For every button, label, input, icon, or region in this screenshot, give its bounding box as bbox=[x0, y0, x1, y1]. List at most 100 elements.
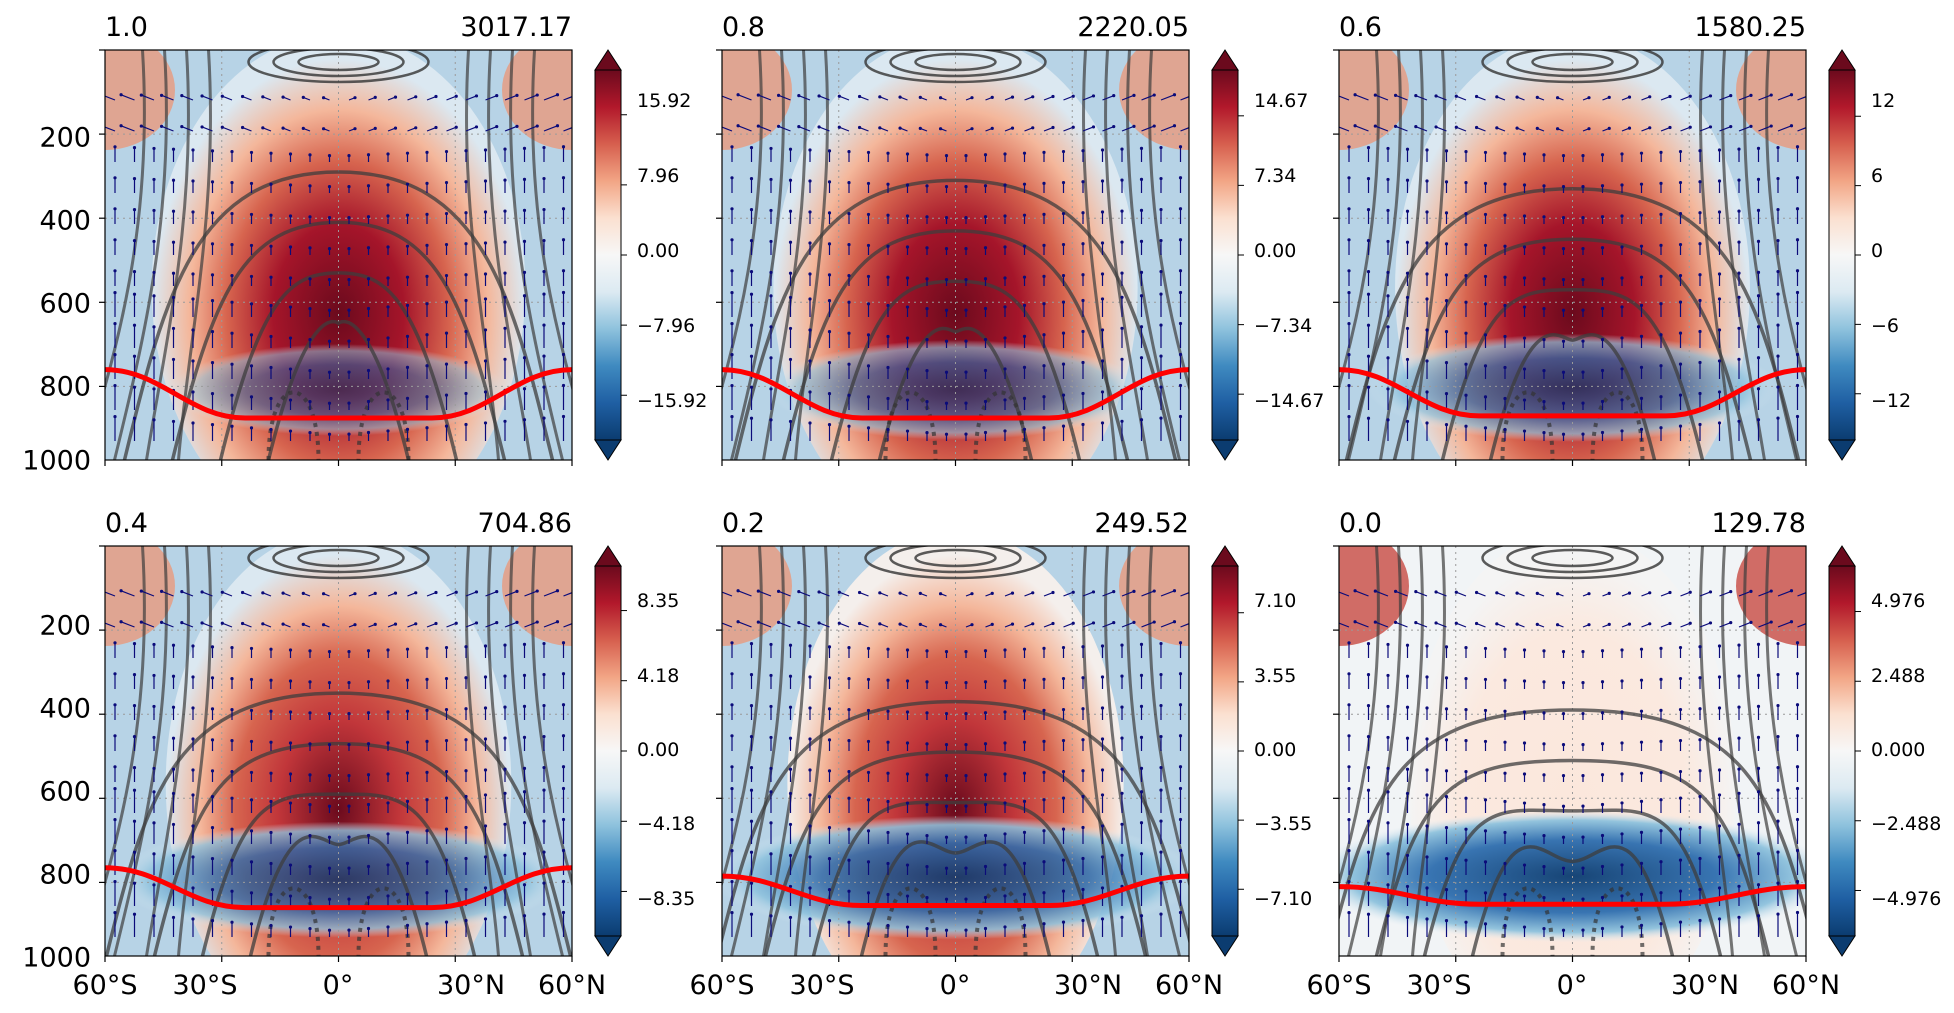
wind-arrow-head bbox=[1668, 94, 1672, 99]
wind-arrow-head bbox=[1659, 798, 1663, 802]
wind-arrow-head bbox=[366, 153, 371, 157]
wind-arrow-head bbox=[561, 269, 566, 273]
wind-arrow-head bbox=[444, 242, 449, 247]
wind-arrow-head bbox=[1581, 897, 1585, 901]
wind-arrow-head bbox=[1444, 676, 1449, 680]
x-tick-label: 60°N bbox=[1772, 970, 1840, 1001]
wind-arrow-head bbox=[1620, 183, 1624, 187]
wind-arrow bbox=[737, 94, 752, 101]
wind-arrow-head bbox=[1474, 125, 1479, 130]
wind-arrow-head bbox=[1003, 801, 1007, 805]
wind-arrow-head bbox=[1454, 125, 1458, 129]
wind-arrow bbox=[504, 590, 518, 597]
wind-arrow-head bbox=[1717, 886, 1722, 890]
wind-arrow bbox=[504, 621, 518, 628]
wind-arrow-head bbox=[1003, 863, 1007, 867]
wind-arrow-head bbox=[1405, 822, 1410, 827]
wind-arrow-head bbox=[1587, 623, 1591, 627]
wind-arrow bbox=[1415, 126, 1428, 132]
wind-arrow-head bbox=[886, 740, 890, 744]
wind-arrow-head bbox=[1483, 426, 1488, 430]
wind-arrow-head bbox=[386, 925, 390, 929]
wind-arrow-head bbox=[769, 208, 773, 213]
wind-arrow-head bbox=[1717, 793, 1722, 797]
wind-arrow bbox=[1719, 126, 1731, 132]
wind-arrow-head bbox=[561, 641, 566, 645]
wind-arrow-head bbox=[1061, 211, 1066, 216]
wind-arrow-head bbox=[139, 124, 143, 128]
wind-arrow-head bbox=[1178, 765, 1183, 769]
streamline-contour bbox=[1339, 546, 1380, 888]
wind-arrow-head bbox=[938, 96, 943, 100]
wind-arrow-head bbox=[1003, 648, 1007, 652]
wind-arrow-head bbox=[1795, 910, 1800, 915]
wind-arrow bbox=[1660, 591, 1671, 597]
wind-arrow-head bbox=[1678, 889, 1683, 893]
wind-arrow-head bbox=[1425, 793, 1429, 797]
wind-arrow bbox=[1680, 126, 1691, 132]
wind-arrow-head bbox=[808, 421, 812, 425]
panel-3-colorbar: 12 6 0 −6 −12 bbox=[1828, 49, 1911, 461]
wind-arrow-head bbox=[847, 708, 851, 712]
streamline-contour bbox=[1411, 546, 1447, 956]
wind-arrow bbox=[1375, 590, 1389, 597]
wind-arrow-head bbox=[1678, 242, 1683, 247]
wind-arrow-head bbox=[1425, 390, 1429, 394]
wind-arrow-head bbox=[393, 622, 398, 626]
panel-6-title-left: 0.0 bbox=[1339, 508, 1382, 539]
wind-arrow-head bbox=[366, 773, 371, 777]
x-tick-label: 60°N bbox=[538, 970, 606, 1001]
wind-arrow-head bbox=[847, 300, 851, 304]
wind-arrow-head bbox=[749, 850, 754, 854]
wind-arrow-head bbox=[288, 152, 293, 156]
wind-arrow-head bbox=[425, 922, 429, 926]
wind-arrow-head bbox=[249, 333, 254, 337]
corner-warm-patch bbox=[1339, 50, 1409, 150]
wind-arrow-head bbox=[113, 641, 117, 645]
wind-arrow-head bbox=[1159, 207, 1163, 212]
wind-arrow-head bbox=[1535, 591, 1539, 596]
wind-arrow-head bbox=[1003, 367, 1007, 371]
wind-arrow-head bbox=[1698, 329, 1702, 334]
wind-arrow-head bbox=[308, 649, 312, 653]
wind-arrow-head bbox=[1061, 273, 1066, 278]
wind-arrow-head bbox=[944, 216, 949, 220]
wind-arrow-head bbox=[542, 734, 546, 739]
wind-arrow-head bbox=[1561, 650, 1566, 654]
wind-arrow-head bbox=[288, 679, 293, 683]
wind-arrow-head bbox=[1386, 325, 1390, 329]
streamline-contour bbox=[1148, 546, 1189, 888]
wind-arrow-head bbox=[1659, 677, 1663, 681]
wind-arrow-head bbox=[1081, 242, 1085, 246]
wind-arrow-head bbox=[561, 910, 566, 915]
wind-arrow-head bbox=[200, 621, 204, 625]
wind-arrow-head bbox=[1776, 145, 1780, 150]
wind-arrow-head bbox=[171, 705, 176, 709]
wind-arrow bbox=[543, 621, 558, 628]
wind-arrow-head bbox=[1717, 210, 1722, 214]
colorbar-body bbox=[1211, 69, 1239, 441]
wind-arrow-head bbox=[1698, 360, 1702, 365]
wind-arrow-head bbox=[925, 896, 929, 900]
wind-arrow-head bbox=[788, 643, 793, 647]
wind-arrow-head bbox=[1347, 818, 1351, 822]
panel-2-plot-area bbox=[716, 49, 1190, 466]
wind-arrow-head bbox=[1698, 273, 1702, 277]
wind-arrow-head bbox=[1373, 93, 1377, 97]
wind-arrow-head bbox=[1795, 238, 1800, 242]
wind-arrow-head bbox=[857, 590, 862, 595]
wind-arrow-head bbox=[1776, 734, 1780, 739]
wind-arrow-head bbox=[1581, 835, 1585, 839]
wind-arrow-head bbox=[964, 308, 968, 312]
wind-arrow-head bbox=[159, 589, 164, 593]
wind-arrow bbox=[524, 590, 538, 597]
cold-band bbox=[114, 821, 563, 938]
wind-arrow-head bbox=[749, 704, 754, 708]
wind-arrow-head bbox=[425, 739, 429, 743]
wind-arrow-head bbox=[132, 239, 137, 243]
wind-arrow-head bbox=[1444, 707, 1449, 711]
wind-arrow-head bbox=[1100, 793, 1105, 797]
wind-arrow bbox=[485, 591, 497, 597]
wind-arrow-head bbox=[542, 881, 546, 885]
wind-arrow-head bbox=[132, 819, 137, 823]
